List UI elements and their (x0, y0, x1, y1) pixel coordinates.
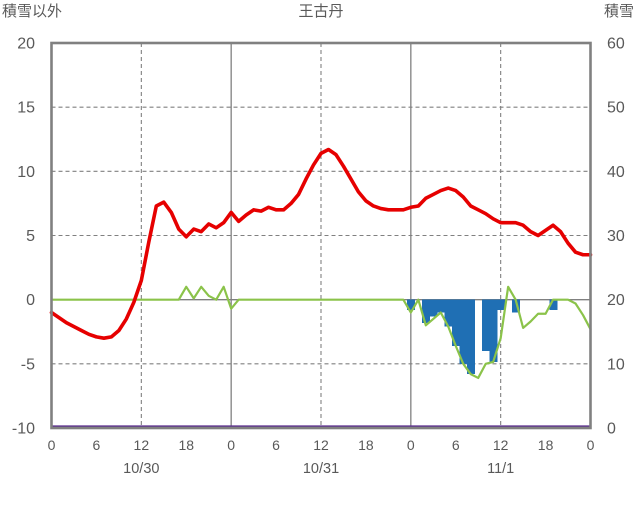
svg-text:積雪以外: 積雪以外 (2, 3, 62, 20)
svg-text:20: 20 (17, 36, 35, 53)
svg-text:10/30: 10/30 (123, 461, 159, 477)
svg-text:12: 12 (493, 437, 509, 453)
svg-text:0: 0 (607, 421, 616, 438)
svg-text:12: 12 (134, 437, 150, 453)
svg-text:40: 40 (607, 164, 625, 181)
svg-text:0: 0 (227, 437, 235, 453)
svg-text:0: 0 (26, 292, 35, 309)
svg-text:50: 50 (607, 100, 625, 117)
svg-text:積雪: 積雪 (604, 3, 634, 20)
svg-text:-10: -10 (12, 421, 35, 438)
svg-text:10: 10 (607, 356, 625, 373)
svg-text:20: 20 (607, 292, 625, 309)
svg-text:10: 10 (17, 164, 35, 181)
svg-text:5: 5 (26, 228, 35, 245)
svg-text:0: 0 (48, 437, 56, 453)
svg-text:11/1: 11/1 (487, 461, 514, 477)
svg-text:6: 6 (452, 437, 460, 453)
svg-text:-5: -5 (21, 356, 35, 373)
svg-text:6: 6 (272, 437, 280, 453)
svg-text:18: 18 (178, 437, 194, 453)
svg-text:10/31: 10/31 (303, 461, 339, 477)
svg-text:12: 12 (313, 437, 329, 453)
svg-text:18: 18 (358, 437, 374, 453)
svg-text:0: 0 (587, 437, 595, 453)
svg-text:王古丹: 王古丹 (298, 3, 343, 20)
svg-text:0: 0 (407, 437, 415, 453)
svg-text:30: 30 (607, 228, 625, 245)
svg-text:60: 60 (607, 36, 625, 53)
svg-text:15: 15 (17, 100, 35, 117)
svg-text:18: 18 (538, 437, 554, 453)
svg-text:6: 6 (93, 437, 101, 453)
